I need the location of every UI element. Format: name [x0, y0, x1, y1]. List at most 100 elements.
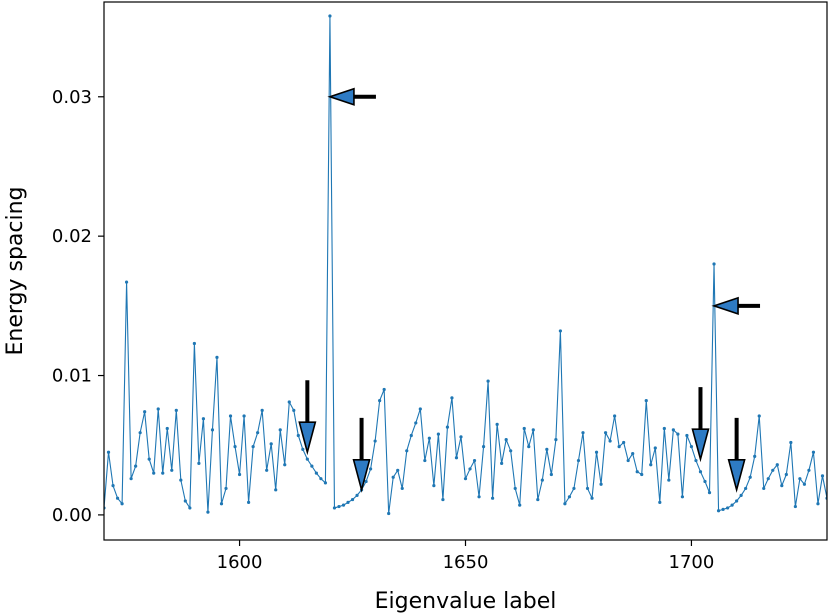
data-point [481, 445, 486, 449]
data-point [454, 456, 459, 460]
data-point [527, 445, 531, 449]
data-point [780, 484, 784, 488]
data-point [631, 451, 635, 456]
data-point [680, 495, 685, 499]
data-point [771, 468, 775, 472]
data-point [784, 472, 788, 477]
data-point [445, 425, 450, 429]
data-point [477, 495, 481, 499]
data-point [319, 477, 323, 481]
data-point [382, 387, 386, 392]
data-point [613, 414, 617, 418]
data-point [567, 495, 572, 499]
data-point [260, 408, 264, 412]
data-point [414, 421, 418, 425]
data-point [739, 493, 743, 497]
data-point [640, 472, 644, 477]
data-point [685, 433, 689, 438]
data-point [653, 446, 657, 450]
data-point [337, 504, 341, 509]
data-point [658, 500, 662, 504]
data-point [387, 511, 391, 516]
data-point [256, 431, 260, 435]
data-point [328, 14, 332, 18]
data-point [436, 432, 440, 436]
data-point [545, 447, 549, 451]
data-point [206, 510, 210, 514]
data-point [644, 399, 648, 403]
data-point [233, 445, 237, 449]
data-point [522, 426, 526, 431]
data-point [712, 262, 716, 266]
data-point [793, 504, 797, 509]
data-point [762, 486, 766, 491]
data-point [427, 436, 431, 440]
data-point [106, 450, 111, 454]
data-point [730, 503, 734, 507]
data-point [296, 433, 300, 438]
data-point [662, 426, 666, 431]
data-point [463, 477, 468, 481]
data-point [269, 442, 273, 446]
data-point [495, 422, 499, 426]
data-point [305, 457, 309, 461]
data-point [265, 468, 269, 472]
data-point [622, 440, 626, 445]
data-point [247, 500, 251, 504]
data-point [174, 408, 178, 412]
data-point [608, 439, 612, 443]
data-point [576, 458, 581, 463]
data-point [694, 458, 698, 463]
data-point [789, 440, 793, 445]
data-point [820, 474, 825, 478]
data-point [369, 467, 373, 471]
data-point [807, 468, 811, 472]
data-point [143, 410, 147, 414]
y-tick-label: 0.02 [52, 226, 92, 247]
y-tick-label: 0.03 [52, 87, 92, 108]
data-point [251, 445, 255, 449]
series-line [104, 15, 827, 515]
data-point [314, 471, 318, 475]
annotation-arrow [352, 417, 371, 493]
data-point [748, 475, 752, 479]
x-axis-ticks: 1600 1650 1700 [217, 540, 714, 573]
annotation-arrow [298, 380, 317, 456]
data-point [378, 399, 382, 403]
data-point [667, 478, 671, 482]
data-point [197, 461, 201, 465]
data-point [572, 486, 576, 491]
annotation-arrow [711, 296, 761, 315]
annotation-arrow [691, 387, 710, 463]
data-point [283, 463, 287, 467]
data-point [671, 428, 675, 432]
data-point [165, 426, 169, 431]
data-point [441, 497, 445, 502]
y-axis-ticks: 0.00 0.01 0.02 0.03 [52, 87, 104, 526]
data-point [423, 458, 427, 463]
data-point [676, 432, 680, 436]
data-point [775, 463, 779, 467]
data-point [228, 414, 233, 418]
data-point [798, 477, 802, 481]
data-point [753, 454, 757, 458]
data-point [115, 496, 120, 500]
data-point [721, 507, 725, 511]
data-point [301, 447, 305, 451]
data-point [287, 400, 291, 404]
data-point [513, 486, 517, 491]
data-point [346, 500, 350, 504]
data-point [138, 431, 142, 435]
data-point [274, 488, 278, 492]
data-point [373, 439, 377, 443]
data-point [716, 509, 721, 513]
data-point [585, 486, 590, 491]
data-point [134, 464, 138, 468]
data-point [689, 445, 694, 449]
data-point [707, 491, 712, 495]
data-point [188, 506, 192, 510]
data-point [120, 502, 124, 506]
annotation-arrow [727, 417, 746, 493]
data-point [396, 468, 400, 472]
y-tick-label: 0.01 [52, 366, 92, 387]
